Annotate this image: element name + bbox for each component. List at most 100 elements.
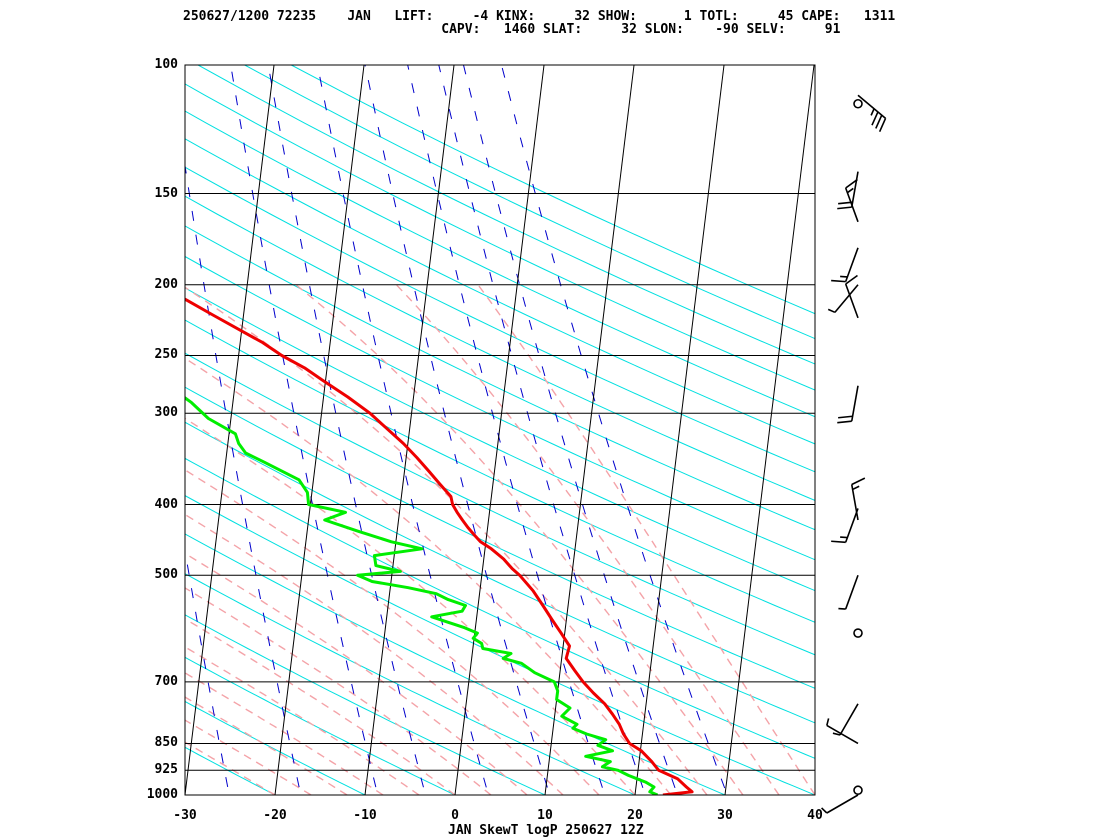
temperature-tick-label: -10 <box>353 808 377 823</box>
wind-barb-flag <box>870 108 875 116</box>
dry-adiabat-line <box>185 195 815 501</box>
temperature-tick-label: 20 <box>627 808 643 823</box>
dry-adiabat-line <box>185 83 815 391</box>
isotherm-line <box>364 65 455 795</box>
dry-adiabat-line <box>185 287 815 592</box>
isotherms <box>0 49 815 811</box>
isotherm-line <box>274 65 365 795</box>
dry-adiabat-line <box>185 110 815 418</box>
dry-adiabat-line <box>185 138 815 445</box>
wind-barb-flag <box>837 206 852 210</box>
dry-adiabat-line <box>185 746 277 795</box>
dry-adiabat-line <box>244 65 815 340</box>
wind-barb-staff <box>850 385 859 422</box>
wind-barb-flag <box>840 536 848 539</box>
mixing-ratio-line <box>364 65 551 795</box>
wind-barb-flag <box>831 279 846 283</box>
moist-adiabat-line <box>185 618 456 795</box>
mixing-ratio-line <box>438 65 646 795</box>
profile-lines <box>185 297 694 795</box>
dry-adiabat-line <box>185 421 815 724</box>
moist-adiabats <box>185 284 815 795</box>
wind-barb-flag <box>840 275 848 278</box>
dry-adiabat-line <box>185 573 637 795</box>
dry-adiabat-line <box>185 700 367 795</box>
moist-adiabat-line <box>185 672 384 795</box>
dry-adiabat-line <box>185 225 815 531</box>
isotherm-line <box>544 65 635 795</box>
moist-adiabat-line <box>185 696 348 795</box>
temperature-tick-label: 10 <box>537 808 553 823</box>
header-line-2: CAPV: 1460 SLAT: 32 SLON: -90 SELV: 91 <box>183 22 841 37</box>
wind-barbs <box>821 94 887 814</box>
moist-adiabat-line <box>185 513 564 795</box>
moist-adiabat-line <box>185 286 708 795</box>
mixing-ratio-line <box>501 65 728 795</box>
wind-barb-flag <box>845 274 858 285</box>
dry-adiabat-line <box>185 319 815 623</box>
wind-barb-staff <box>857 94 887 119</box>
mixing-ratio-lines <box>185 65 728 795</box>
wind-barb-staff <box>839 703 859 736</box>
wind-barb-flag <box>826 718 830 726</box>
chart-title: JAN SkewT logP 250627 12Z <box>448 823 644 838</box>
mixing-ratio-line <box>463 65 679 795</box>
moist-adiabat-line <box>185 357 672 795</box>
mixing-ratio-line <box>185 547 230 795</box>
wind-barb-staff <box>850 171 859 208</box>
dry-adiabat-line <box>185 255 815 561</box>
dry-adiabat-line <box>197 65 815 365</box>
pressure-tick-label: 700 <box>154 673 178 689</box>
wind-barb-staff <box>844 508 859 543</box>
wind-barb-staff <box>850 484 859 521</box>
moist-adiabat-line <box>185 646 420 795</box>
wind-barb-staff <box>834 284 859 313</box>
moist-adiabat-line <box>185 417 636 795</box>
temperature-tick-label: 30 <box>717 808 733 823</box>
dry-adiabat-line <box>185 614 547 795</box>
wind-barb-staff <box>826 724 859 745</box>
wind-barb-flag <box>846 187 854 194</box>
temperature-profile-line <box>185 297 694 795</box>
moist-adiabat-line <box>185 587 492 795</box>
wind-barb-flag <box>831 540 846 544</box>
pressure-tick-label: 150 <box>154 185 178 201</box>
isotherm-line <box>454 65 545 795</box>
pressure-tick-label: 850 <box>154 735 178 751</box>
moist-adiabat-line <box>185 719 312 795</box>
dry-adiabat-line <box>185 386 815 689</box>
moist-adiabat-line <box>185 741 276 795</box>
moist-adiabat-line <box>395 284 780 795</box>
wind-barb-staff <box>826 794 859 814</box>
temperature-tick-label: 40 <box>807 808 823 823</box>
isotherm-line <box>724 65 815 795</box>
wind-barb-flag <box>832 732 841 736</box>
dry-adiabat-line <box>185 533 727 795</box>
wind-barb-staff <box>844 283 859 319</box>
wind-barb-staff <box>844 574 859 610</box>
wind-barb-flag <box>827 308 836 314</box>
isotherm-line <box>93 49 186 811</box>
temperature-tick-label: -20 <box>263 808 287 823</box>
moist-adiabat-line <box>295 284 744 795</box>
wind-barb-flag <box>871 111 879 126</box>
wind-barb-flag <box>851 477 866 486</box>
pressure-tick-label: 100 <box>154 57 178 72</box>
dewpoint-profile-line <box>185 396 659 795</box>
mixing-ratio-line <box>185 162 302 795</box>
calm-wind-circle <box>853 98 863 109</box>
moist-adiabat-line <box>185 552 528 795</box>
isotherm-line <box>814 790 815 795</box>
pressure-tick-label: 1000 <box>146 787 178 802</box>
isotherm-line <box>3 49 96 811</box>
wind-barb-flag <box>845 178 858 189</box>
wind-barb-flag <box>837 420 852 424</box>
dry-adiabat-line <box>291 65 815 315</box>
pressure-tick-label: 200 <box>154 276 178 292</box>
moist-adiabat-line <box>477 284 815 795</box>
isotherm-line <box>0 49 6 811</box>
dry-adiabat-line <box>185 656 457 795</box>
dry-adiabats <box>185 65 815 795</box>
pressure-tick-label: 400 <box>154 496 178 512</box>
